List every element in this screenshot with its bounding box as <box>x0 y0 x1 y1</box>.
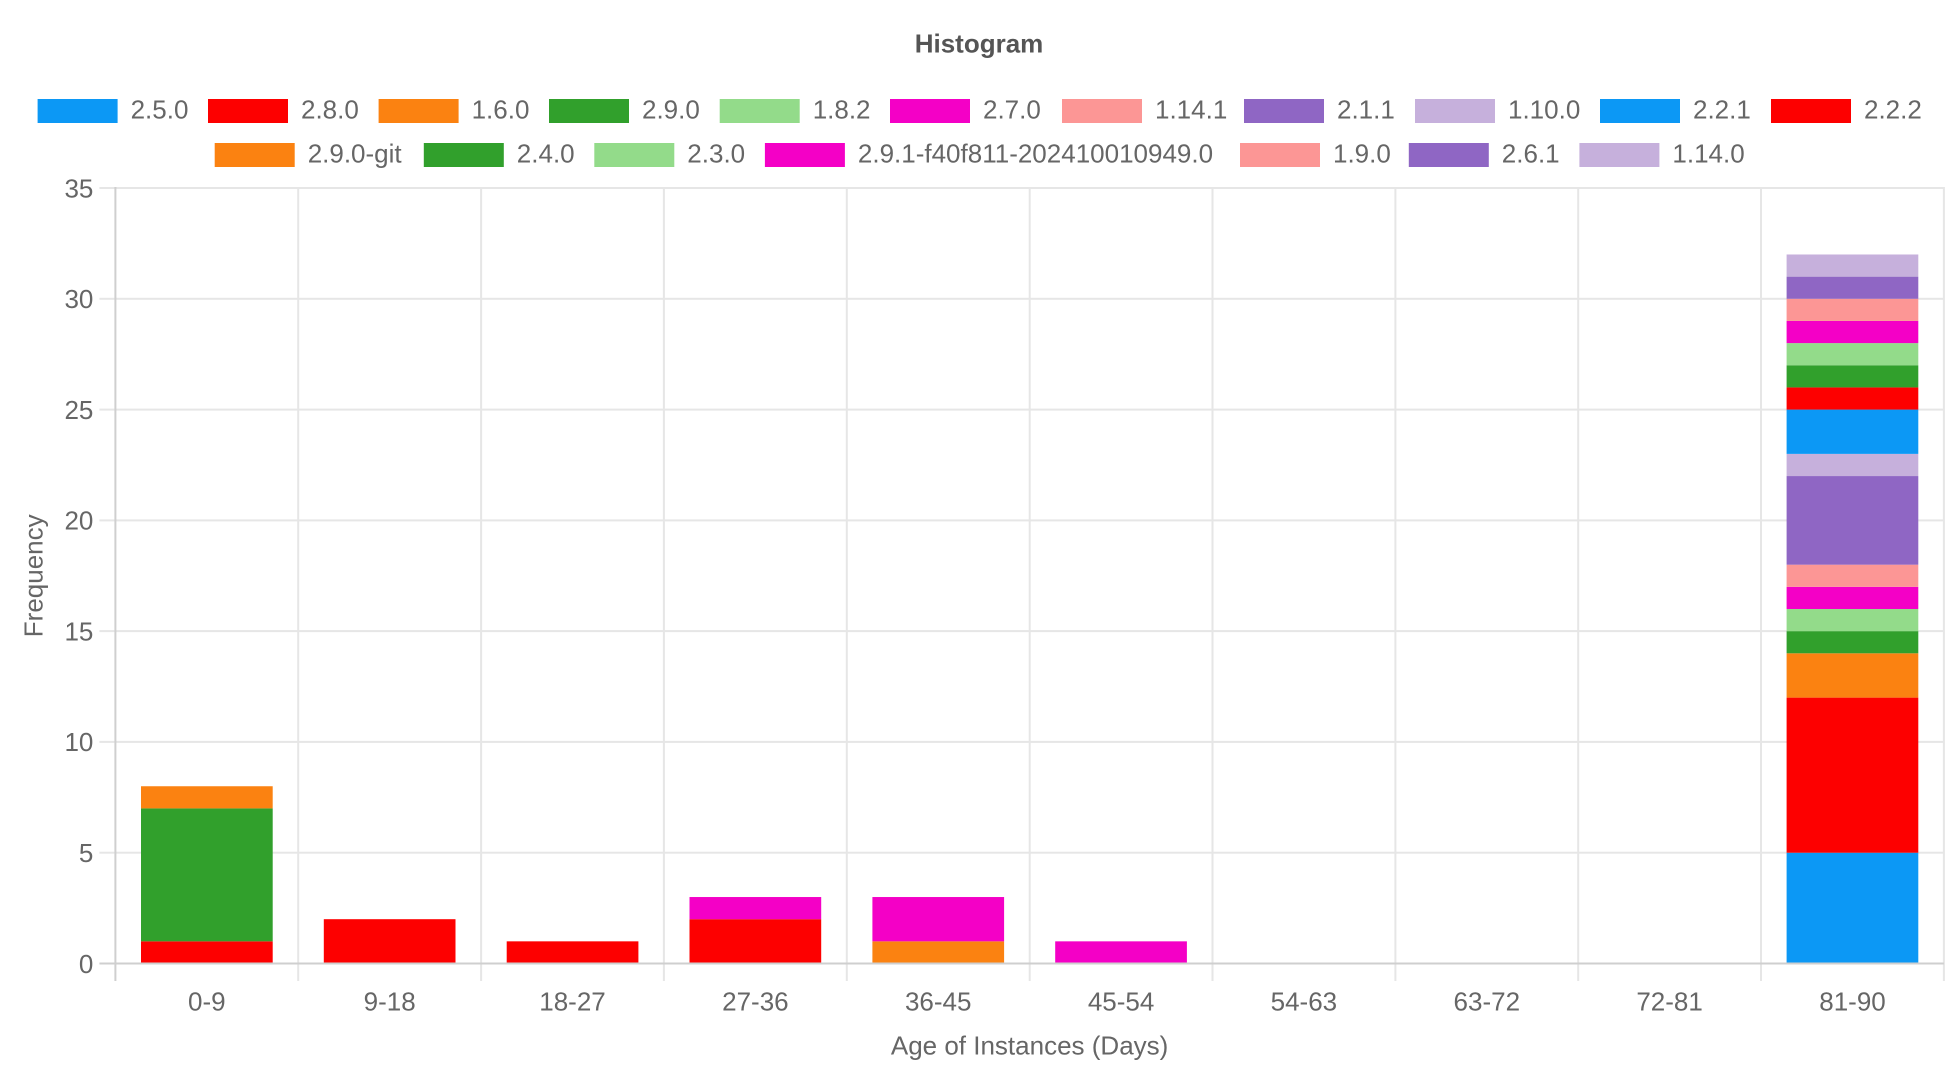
svg-text:Frequency: Frequency <box>19 514 49 637</box>
svg-text:1.9.0: 1.9.0 <box>1333 139 1391 169</box>
svg-text:2.7.0: 2.7.0 <box>983 95 1041 125</box>
svg-text:25: 25 <box>64 395 93 425</box>
svg-text:18-27: 18-27 <box>539 987 606 1017</box>
svg-text:2.9.0-git: 2.9.0-git <box>308 139 403 169</box>
svg-text:27-36: 27-36 <box>722 987 789 1017</box>
svg-text:1.8.2: 1.8.2 <box>813 95 871 125</box>
svg-text:72-81: 72-81 <box>1636 987 1703 1017</box>
svg-text:20: 20 <box>64 506 93 536</box>
svg-text:1.6.0: 1.6.0 <box>472 95 530 125</box>
svg-text:2.2.2: 2.2.2 <box>1864 95 1922 125</box>
svg-text:63-72: 63-72 <box>1454 987 1521 1017</box>
svg-text:30: 30 <box>64 284 93 314</box>
svg-text:2.9.0: 2.9.0 <box>642 95 700 125</box>
svg-text:Histogram: Histogram <box>915 29 1044 59</box>
svg-text:5: 5 <box>79 838 93 868</box>
svg-text:15: 15 <box>64 616 93 646</box>
svg-text:2.5.0: 2.5.0 <box>131 95 189 125</box>
svg-text:1.10.0: 1.10.0 <box>1508 95 1580 125</box>
svg-text:45-54: 45-54 <box>1088 987 1155 1017</box>
svg-text:1.14.0: 1.14.0 <box>1672 139 1744 169</box>
svg-text:2.4.0: 2.4.0 <box>517 139 575 169</box>
svg-text:1.14.1: 1.14.1 <box>1155 95 1227 125</box>
svg-text:2.9.1-f40f811-202410010949.0: 2.9.1-f40f811-202410010949.0 <box>858 139 1213 169</box>
svg-text:81-90: 81-90 <box>1819 987 1886 1017</box>
svg-text:2.3.0: 2.3.0 <box>687 139 745 169</box>
svg-text:0-9: 0-9 <box>188 987 226 1017</box>
svg-text:0: 0 <box>79 949 93 979</box>
svg-text:2.2.1: 2.2.1 <box>1693 95 1751 125</box>
svg-text:Age of Instances (Days): Age of Instances (Days) <box>891 1030 1168 1060</box>
svg-text:2.8.0: 2.8.0 <box>301 95 359 125</box>
svg-text:36-45: 36-45 <box>905 987 972 1017</box>
svg-text:10: 10 <box>64 727 93 757</box>
svg-text:2.6.1: 2.6.1 <box>1502 139 1560 169</box>
svg-text:9-18: 9-18 <box>364 987 416 1017</box>
svg-text:35: 35 <box>64 173 93 203</box>
svg-text:2.1.1: 2.1.1 <box>1337 95 1395 125</box>
svg-text:54-63: 54-63 <box>1271 987 1338 1017</box>
